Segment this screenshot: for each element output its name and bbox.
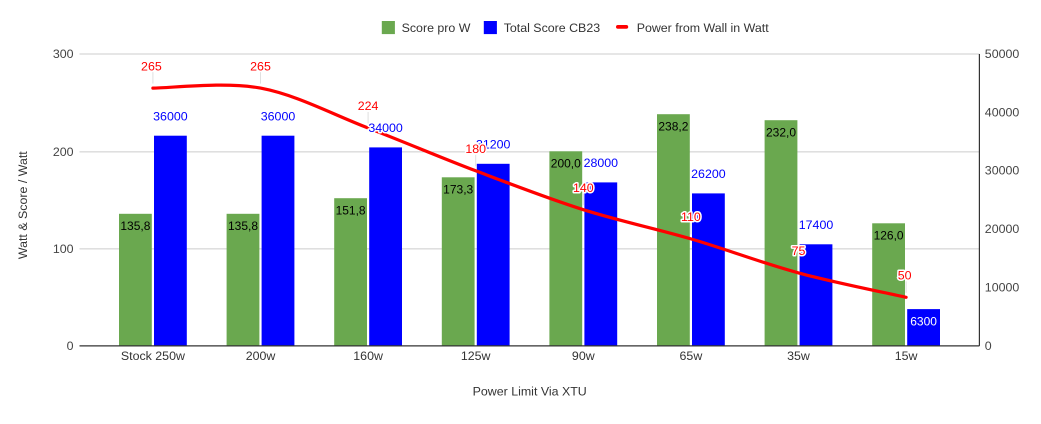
svg-text:135,8: 135,8 (228, 219, 258, 233)
svg-text:Power from Wall in Watt: Power from Wall in Watt (637, 21, 770, 35)
svg-text:140: 140 (573, 181, 594, 195)
svg-text:36000: 36000 (261, 110, 296, 124)
svg-text:Total Score CB23: Total Score CB23 (504, 21, 601, 35)
svg-text:200,0: 200,0 (551, 157, 581, 171)
svg-text:65w: 65w (680, 349, 703, 363)
svg-text:200: 200 (53, 145, 74, 159)
svg-text:28000: 28000 (584, 156, 619, 170)
svg-text:224: 224 (358, 99, 379, 113)
svg-text:20000: 20000 (985, 222, 1020, 236)
svg-text:151,8: 151,8 (336, 204, 366, 218)
svg-text:0: 0 (985, 339, 992, 353)
svg-text:Stock 250w: Stock 250w (121, 349, 185, 363)
svg-text:31200: 31200 (476, 138, 511, 152)
svg-text:126,0: 126,0 (874, 229, 904, 243)
svg-text:125w: 125w (461, 349, 491, 363)
svg-text:6300: 6300 (910, 315, 937, 329)
svg-text:Power Limit Via XTU: Power Limit Via XTU (473, 384, 587, 398)
svg-text:300: 300 (53, 47, 74, 61)
svg-text:10000: 10000 (985, 280, 1020, 294)
svg-text:160w: 160w (353, 349, 383, 363)
svg-text:135,8: 135,8 (120, 219, 150, 233)
svg-text:0: 0 (67, 339, 74, 353)
svg-text:110: 110 (681, 210, 701, 224)
svg-text:35w: 35w (787, 349, 810, 363)
svg-text:238,2: 238,2 (658, 120, 688, 134)
svg-text:180: 180 (465, 142, 486, 156)
svg-text:232,0: 232,0 (766, 126, 796, 140)
svg-text:265: 265 (141, 59, 162, 73)
svg-text:265: 265 (250, 59, 271, 73)
svg-text:36000: 36000 (153, 110, 188, 124)
svg-text:200w: 200w (246, 349, 276, 363)
svg-text:30000: 30000 (985, 164, 1020, 178)
svg-text:75: 75 (792, 244, 806, 258)
svg-text:26200: 26200 (691, 167, 726, 181)
svg-text:100: 100 (53, 242, 74, 256)
svg-text:90w: 90w (572, 349, 595, 363)
svg-text:50: 50 (898, 269, 912, 283)
svg-text:Watt & Score / Watt: Watt & Score / Watt (16, 151, 30, 259)
svg-text:40000: 40000 (985, 105, 1020, 119)
svg-text:173,3: 173,3 (443, 183, 473, 197)
svg-text:17400: 17400 (799, 218, 834, 232)
svg-text:15w: 15w (895, 349, 918, 363)
svg-text:50000: 50000 (985, 47, 1020, 61)
svg-text:34000: 34000 (368, 121, 403, 135)
svg-text:Score pro W: Score pro W (402, 21, 471, 35)
